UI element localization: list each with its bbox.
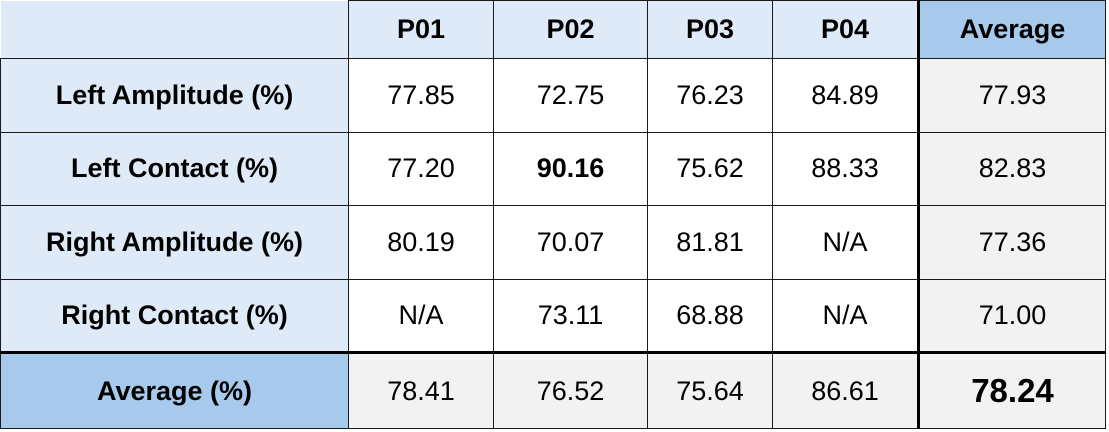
average-row-label: Average (%)	[0, 351, 349, 429]
table-cell: N/A	[348, 278, 494, 353]
column-average-cell: 86.61	[772, 351, 919, 429]
table-row-left-contact: Left Contact (%) 77.20 90.16 75.62 88.33…	[0, 131, 1106, 206]
row-average-cell: 77.93	[917, 58, 1106, 133]
header-row: P01 P02 P03 P04 Average	[0, 0, 1106, 59]
row-average-cell: 71.00	[917, 278, 1106, 353]
table-cell-highlight: 90.16	[493, 131, 648, 206]
row-label: Right Amplitude (%)	[0, 205, 349, 280]
table-cell: 75.62	[647, 131, 773, 206]
table-cell: 72.75	[493, 58, 648, 133]
table-cell: 84.89	[772, 58, 919, 133]
table-cell: 77.20	[348, 131, 494, 206]
column-average-cell: 78.41	[348, 351, 494, 429]
table-cell: 77.85	[348, 58, 494, 133]
column-header-p04: P04	[772, 0, 919, 59]
row-label: Left Contact (%)	[0, 131, 349, 206]
table-cell: 70.07	[493, 205, 648, 280]
corner-cell	[0, 0, 349, 59]
table-cell: 88.33	[772, 131, 919, 206]
table-row-left-amplitude: Left Amplitude (%) 77.85 72.75 76.23 84.…	[0, 58, 1106, 133]
table-cell: 73.11	[493, 278, 648, 353]
table-cell: N/A	[772, 205, 919, 280]
table-row-average: Average (%) 78.41 76.52 75.64 86.61 78.2…	[0, 351, 1106, 429]
table-cell: 76.23	[647, 58, 773, 133]
column-average-cell: 76.52	[493, 351, 648, 429]
table-cell: 80.19	[348, 205, 494, 280]
table-row-right-amplitude: Right Amplitude (%) 80.19 70.07 81.81 N/…	[0, 205, 1106, 280]
table-cell: N/A	[772, 278, 919, 353]
column-header-p03: P03	[647, 0, 773, 59]
table-cell: 81.81	[647, 205, 773, 280]
column-header-p02: P02	[493, 0, 648, 59]
grand-average-cell: 78.24	[917, 351, 1106, 429]
row-average-cell: 77.36	[917, 205, 1106, 280]
row-average-cell: 82.83	[917, 131, 1106, 206]
table-row-right-contact: Right Contact (%) N/A 73.11 68.88 N/A 71…	[0, 278, 1106, 353]
row-label: Right Contact (%)	[0, 278, 349, 353]
table-cell: 68.88	[647, 278, 773, 353]
row-label: Left Amplitude (%)	[0, 58, 349, 133]
column-header-p01: P01	[348, 0, 494, 59]
column-header-average: Average	[917, 0, 1106, 59]
column-average-cell: 75.64	[647, 351, 773, 429]
